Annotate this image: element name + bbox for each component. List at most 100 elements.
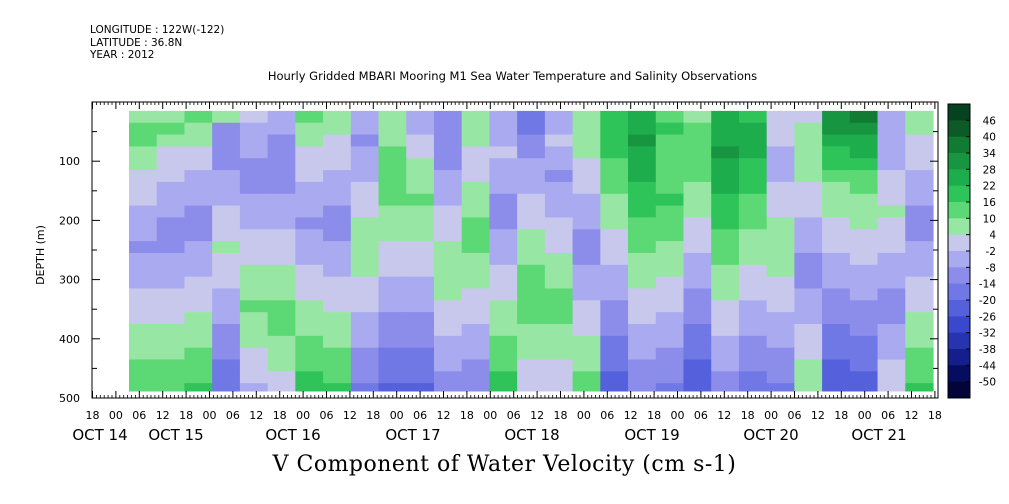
heatmap-cell (822, 312, 851, 325)
x-hour-label: 00 (203, 409, 217, 422)
heatmap-cell (295, 359, 324, 372)
heatmap-cell (461, 229, 491, 242)
heatmap-cell (378, 359, 407, 372)
heatmap-cell (517, 193, 546, 207)
heatmap-cell (517, 359, 546, 372)
heatmap-cell (683, 288, 712, 301)
heatmap-cell (711, 371, 740, 384)
heatmap-cell (572, 359, 601, 372)
heatmap-cell (406, 217, 435, 230)
heatmap-cell (129, 241, 158, 254)
heatmap-cell (738, 359, 768, 372)
heatmap-cell (323, 252, 352, 266)
heatmap-cell (905, 158, 934, 171)
heatmap-cell (295, 229, 324, 242)
heatmap-cell (212, 110, 241, 124)
heatmap-cell (267, 158, 296, 171)
heatmap-cell (628, 252, 657, 266)
plot-axes: 18 00 06 12 18 00 06 12 18 00 06 12 18 00 06 12 18 00 06 12… (34, 101, 942, 444)
heatmap-cell (267, 217, 296, 230)
heatmap-cell (766, 335, 795, 349)
heatmap-cell (628, 371, 657, 384)
colorbar-swatch (948, 283, 970, 301)
heatmap-cell (822, 335, 851, 349)
heatmap-cell (129, 181, 158, 195)
heatmap-cell (267, 134, 296, 147)
colorbar-label: -50 (979, 377, 996, 389)
heatmap-cell (572, 193, 601, 207)
heatmap-cell (156, 312, 186, 325)
heatmap-cell (766, 383, 795, 392)
heatmap-cell (267, 335, 296, 349)
heatmap-cell (267, 359, 296, 372)
heatmap-cell (628, 181, 657, 195)
heatmap-cell (267, 383, 296, 392)
heatmap-cell (655, 371, 685, 384)
heatmap-cell (406, 110, 435, 124)
heatmap-cell (239, 335, 269, 349)
heatmap-cell (461, 264, 491, 278)
heatmap-cell (295, 264, 324, 278)
heatmap-cell (711, 170, 740, 183)
heatmap-cell (295, 383, 324, 392)
heatmap-cell (129, 229, 158, 242)
heatmap-cell (517, 324, 546, 337)
heatmap-cell (655, 181, 685, 195)
heatmap-cell (461, 288, 491, 301)
heatmap-cell (877, 146, 906, 159)
heatmap-cell (267, 264, 296, 278)
heatmap-cell (877, 335, 906, 349)
heatmap-cell (239, 110, 269, 124)
x-hour-label: 12 (624, 409, 638, 422)
colorbar-swatch (948, 381, 970, 398)
heatmap-cell (905, 276, 934, 290)
heatmap-cell (295, 170, 324, 183)
heatmap-cell (489, 324, 518, 337)
heatmap-cell (517, 288, 546, 301)
heatmap-cell (544, 122, 574, 136)
heatmap-cell (683, 205, 712, 219)
heatmap-cell (239, 359, 269, 372)
heatmap-cell (323, 229, 352, 242)
heatmap-cell (378, 134, 407, 147)
heatmap-cell (461, 383, 491, 392)
heatmap-cell (822, 181, 851, 195)
heatmap-cell (738, 241, 768, 254)
heatmap-cell (738, 252, 768, 266)
heatmap-cell (711, 122, 740, 136)
heatmap-cell (683, 252, 712, 266)
heatmap-cell (849, 229, 879, 242)
heatmap-cell (239, 122, 269, 136)
heatmap-cell (794, 300, 823, 313)
heatmap-cell (600, 252, 629, 266)
heatmap-cell (239, 383, 269, 392)
colorbar-label: -44 (979, 360, 996, 372)
heatmap-cell (156, 347, 186, 361)
heatmap-cell (156, 181, 186, 195)
heatmap-cell (378, 229, 407, 242)
y-tick-label: 100 (59, 155, 80, 168)
heatmap-cell (461, 217, 491, 230)
heatmap-cell (683, 371, 712, 384)
heatmap-cell (877, 359, 906, 372)
heatmap-cell (129, 335, 158, 349)
heatmap-cell (378, 146, 407, 159)
heatmap-cell (295, 324, 324, 337)
x-hour-label: 06 (132, 409, 146, 422)
heatmap-cell (184, 264, 213, 278)
heatmap-cell (738, 158, 768, 171)
heatmap-cell (877, 217, 906, 230)
heatmap-cell (267, 110, 296, 124)
heatmap-cell (350, 324, 380, 337)
heatmap-cell (433, 288, 463, 301)
heatmap-cell (572, 158, 601, 171)
heatmap-cell (129, 324, 158, 337)
heatmap-cell (766, 205, 795, 219)
heatmap-cell (544, 146, 574, 159)
heatmap-cell (655, 312, 685, 325)
heatmap-cell (433, 371, 463, 384)
heatmap-cell (406, 229, 435, 242)
heatmap-cell (877, 170, 906, 183)
heatmap-cell (378, 252, 407, 266)
heatmap-cell (766, 241, 795, 254)
